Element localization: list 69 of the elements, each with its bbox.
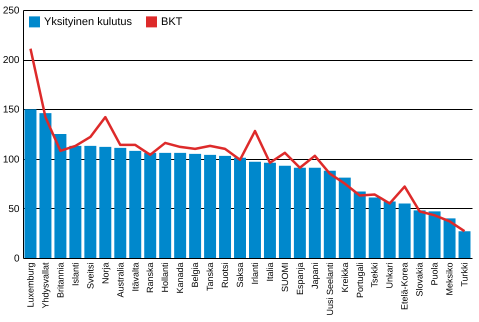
x-tick-label: Irlanti <box>250 262 260 285</box>
bar <box>159 152 172 258</box>
bar <box>189 154 202 258</box>
x-tick-label: Hollanti <box>160 262 170 293</box>
x-tick-label: Espanja <box>294 262 305 296</box>
bar <box>129 150 142 258</box>
x-tick-label: Australia <box>115 262 126 298</box>
bar <box>354 192 366 258</box>
legend-label: BKT <box>161 16 183 28</box>
x-tick-label: Meksiko <box>444 262 455 296</box>
bar <box>308 168 321 258</box>
bar <box>294 168 306 258</box>
x-tick-label: Luxemburg <box>25 262 36 308</box>
x-tick-label: SUOMI <box>280 262 290 292</box>
bar <box>428 211 441 258</box>
y-tick-label: 0 <box>14 254 20 264</box>
x-tick-label: Japani <box>310 262 320 290</box>
x-tick-label: Portugali <box>354 262 365 298</box>
x-tick-label: Italia <box>264 262 275 282</box>
bar <box>39 113 52 258</box>
x-tick-label: Ranska <box>145 262 156 294</box>
x-tick-label: Kreikka <box>340 262 350 293</box>
y-tick-label: 250 <box>2 6 20 16</box>
x-tick-label: Ruotsi <box>220 262 230 288</box>
x-tick-label: Tsekki <box>370 262 380 288</box>
x-tick-label: Uusi Seelanti <box>324 262 335 316</box>
bar <box>278 166 291 258</box>
y-tick-label: 150 <box>2 104 20 116</box>
bar <box>114 148 126 258</box>
x-tick-label: Tanska <box>205 262 216 292</box>
x-tick-label: Saksa <box>235 262 246 288</box>
x-tick-label: Yhdysvallat <box>40 262 50 309</box>
bar <box>204 154 216 258</box>
bar <box>144 152 156 258</box>
bar <box>338 178 351 258</box>
x-tick-label: Norja <box>100 262 110 284</box>
bar <box>324 170 336 258</box>
x-tick-label: Itävalta <box>130 262 140 292</box>
x-tick-label: Belgia <box>190 262 200 288</box>
bar <box>398 203 411 258</box>
y-tick-label: 200 <box>2 55 20 66</box>
bar <box>264 162 276 258</box>
x-tick-label: Puola <box>430 262 440 286</box>
bar <box>99 146 112 258</box>
x-tick-label: Turkki <box>460 262 470 287</box>
bar <box>24 109 36 258</box>
legend-label: Yksityinen kulutus <box>44 16 133 28</box>
y-tick-label: 50 <box>8 204 20 215</box>
bar <box>444 218 456 258</box>
bar <box>219 156 232 258</box>
bar <box>69 146 82 258</box>
y-tick-label: 100 <box>2 154 20 166</box>
bar <box>458 231 471 258</box>
x-tick-label: Sveitsi <box>85 262 96 290</box>
bar <box>368 197 381 258</box>
x-tick-label: Slovakia <box>414 262 425 297</box>
bar <box>414 210 426 258</box>
x-tick-label: Unkari <box>384 262 395 289</box>
line-series <box>29 47 466 232</box>
bar <box>54 134 66 258</box>
bar <box>248 162 261 258</box>
bar <box>84 146 96 258</box>
x-tick-label: Etelä-Korea <box>400 262 410 310</box>
x-tick-label: Britannia <box>55 262 66 298</box>
bar <box>174 152 186 258</box>
bar <box>384 201 396 258</box>
bar <box>234 158 246 258</box>
x-tick-label: Islanti <box>70 262 80 286</box>
x-tick-label: Kanada <box>175 262 186 294</box>
